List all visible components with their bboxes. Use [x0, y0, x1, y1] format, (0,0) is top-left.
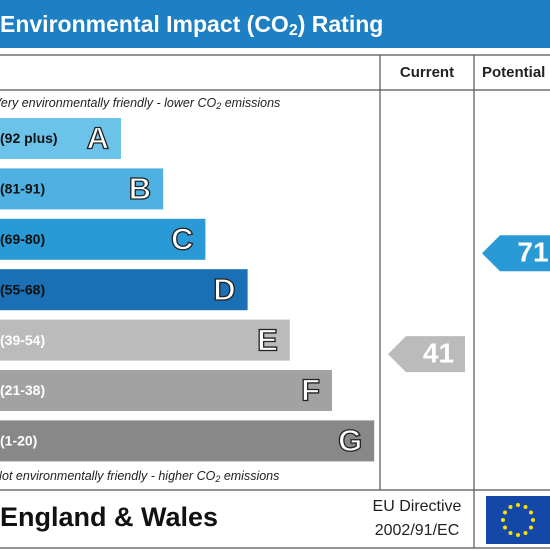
band-range: (1-20)	[0, 433, 37, 449]
directive: 2002/91/EC	[375, 522, 460, 539]
band-bar	[0, 370, 332, 411]
eu-stars	[501, 503, 535, 537]
band-range: (55-68)	[0, 281, 45, 297]
band-bar	[0, 118, 121, 159]
band-range: (21-38)	[0, 382, 45, 398]
band-range: (69-80)	[0, 231, 45, 247]
band-letter: F	[301, 373, 320, 408]
directive: EU Directive	[373, 498, 462, 515]
rating-arrow	[482, 235, 550, 272]
band-bar	[0, 420, 375, 462]
star	[516, 533, 520, 537]
rating-arrow	[388, 336, 465, 373]
rating-value: 41	[423, 337, 454, 368]
band-range: (81-91)	[0, 181, 45, 197]
band-letter: A	[87, 121, 109, 156]
band-bar	[0, 319, 290, 361]
star	[503, 525, 508, 530]
star	[528, 510, 533, 515]
star	[523, 530, 528, 535]
title-bar	[0, 0, 550, 48]
column-header: Current	[400, 64, 454, 81]
bottom-note: Not environmentally friendly - higher CO…	[0, 469, 279, 484]
column-header: Potential	[482, 64, 545, 81]
band-letter: E	[257, 322, 278, 357]
star	[528, 525, 533, 530]
band-letter: B	[129, 171, 151, 206]
star	[503, 510, 508, 515]
star	[516, 503, 520, 507]
band-bar	[0, 269, 248, 311]
star	[531, 518, 535, 522]
star	[523, 505, 528, 510]
title: Environmental Impact (CO2) Rating	[0, 11, 383, 39]
band-letter: C	[171, 221, 193, 256]
region: England & Wales	[0, 502, 218, 532]
band-letter: G	[338, 423, 362, 458]
band-bar	[0, 168, 164, 210]
band-bar	[0, 218, 206, 260]
star	[508, 505, 513, 510]
band-range: (92 plus)	[0, 130, 58, 146]
star	[501, 518, 505, 522]
band-range: (39-54)	[0, 332, 45, 348]
band-letter: D	[213, 272, 235, 307]
rating-value: 71	[517, 237, 548, 268]
star	[508, 530, 513, 535]
top-note: Very environmentally friendly - lower CO…	[0, 96, 280, 111]
